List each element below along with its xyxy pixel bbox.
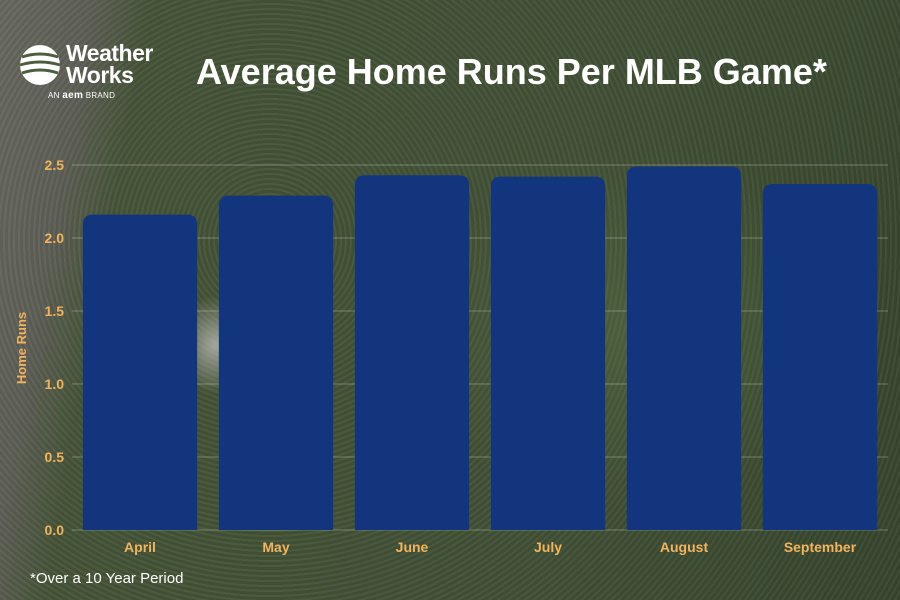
y-tick-label: 0.5 xyxy=(45,449,65,465)
logo-word-works: Works xyxy=(66,62,134,88)
gridlines xyxy=(72,164,888,531)
bar-july xyxy=(490,176,606,530)
footnote: *Over a 10 Year Period xyxy=(30,570,184,587)
y-tick-label: 2.0 xyxy=(45,230,65,246)
chart-title: Average Home Runs Per MLB Game* xyxy=(196,51,827,92)
y-tick-label: 1.0 xyxy=(45,376,65,392)
bar-may xyxy=(218,195,334,530)
y-tick-label: 1.5 xyxy=(45,303,65,319)
bars xyxy=(82,166,878,531)
bar-april xyxy=(82,214,198,530)
bar-june xyxy=(354,175,470,530)
y-axis-ticks: 0.0 0.5 1.0 1.5 2.0 2.5 xyxy=(45,157,65,538)
x-tick-label-june: June xyxy=(396,539,429,555)
x-tick-label-july: July xyxy=(534,539,562,555)
x-tick-label-september: September xyxy=(784,539,857,555)
weatherworks-logo: Weather Works AN aem BRAND xyxy=(18,40,178,104)
y-tick-label: 2.5 xyxy=(45,157,65,173)
x-tick-label-april: April xyxy=(124,539,156,555)
logo-tag-suffix: BRAND xyxy=(85,91,116,100)
logo-word-weather: Weather xyxy=(66,40,153,66)
y-axis-label: Home Runs xyxy=(14,312,29,384)
x-tick-label-august: August xyxy=(660,539,709,555)
y-tick-label: 0.0 xyxy=(45,522,65,538)
x-tick-label-may: May xyxy=(262,539,289,555)
weather-globe-icon xyxy=(19,45,61,85)
bar-september xyxy=(762,183,878,531)
logo-tagline: AN aem BRAND xyxy=(48,90,115,101)
logo-tag-brand: aem xyxy=(62,90,84,101)
logo-tag-prefix: AN xyxy=(48,91,60,100)
bar-august xyxy=(626,166,742,530)
x-axis-ticks: April May June July August September xyxy=(124,539,857,555)
